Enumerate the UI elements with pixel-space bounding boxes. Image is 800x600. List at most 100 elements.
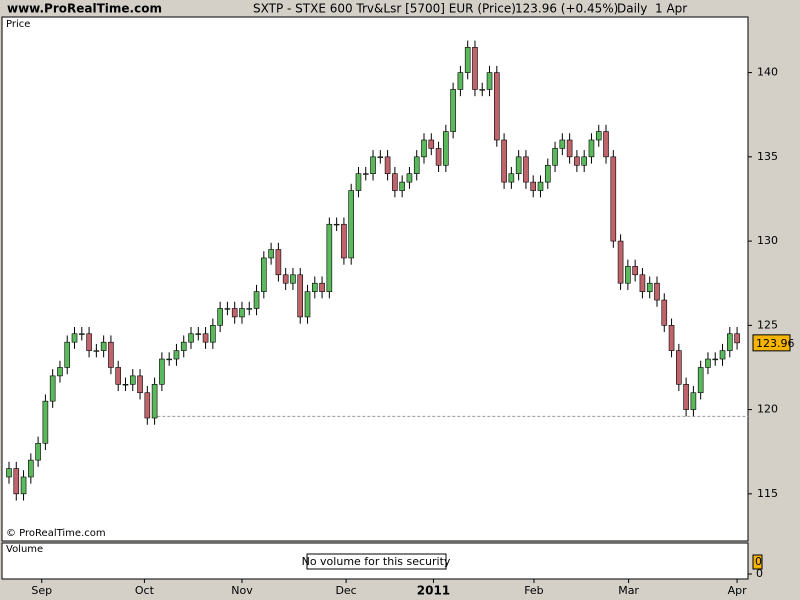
volume-label: Volume bbox=[6, 544, 43, 555]
candle-body bbox=[508, 173, 515, 183]
x-tick-label: Feb bbox=[524, 584, 543, 597]
candle-body bbox=[304, 291, 311, 318]
candle-body bbox=[355, 173, 362, 191]
candle-body bbox=[712, 358, 719, 361]
candle-body bbox=[275, 249, 282, 276]
candle-body bbox=[559, 139, 566, 149]
candle-body bbox=[472, 47, 478, 90]
candle-body bbox=[486, 72, 493, 90]
candle-body bbox=[428, 139, 435, 149]
candle-body bbox=[603, 131, 609, 158]
candle-body bbox=[64, 341, 71, 368]
source: www.ProRealTime.com bbox=[7, 2, 162, 16]
candle-body bbox=[13, 468, 20, 495]
candle-body bbox=[370, 156, 376, 174]
candle-body bbox=[78, 333, 85, 335]
candle-body bbox=[494, 72, 500, 141]
period: Daily 1 Apr bbox=[617, 2, 687, 16]
candle-body bbox=[523, 156, 529, 183]
x-tick-label: Dec bbox=[335, 584, 356, 597]
candle-body bbox=[137, 375, 143, 394]
candle-body bbox=[632, 266, 638, 276]
message-box bbox=[306, 553, 447, 570]
volume-message: No volume for this security bbox=[302, 555, 451, 568]
candle-body bbox=[290, 274, 296, 284]
y-tick-label: 140 bbox=[757, 66, 778, 79]
candle-body bbox=[6, 468, 12, 478]
candle-body bbox=[261, 257, 267, 292]
candle-body bbox=[406, 173, 413, 183]
candle-body bbox=[100, 341, 107, 351]
y-tick-label: 135 bbox=[757, 150, 778, 163]
candle-body bbox=[93, 350, 100, 352]
candle-body bbox=[108, 341, 114, 368]
candle-body bbox=[537, 181, 544, 191]
candle-body bbox=[479, 89, 486, 91]
candle-body bbox=[348, 190, 354, 259]
candle-body bbox=[588, 139, 595, 158]
candle-body bbox=[42, 400, 49, 444]
candle-body bbox=[595, 131, 602, 141]
candle-body bbox=[319, 282, 325, 292]
candle-body bbox=[501, 139, 507, 183]
last-value-label: 123.96 bbox=[756, 337, 795, 350]
candle-body bbox=[646, 282, 653, 292]
candle-body bbox=[246, 308, 253, 310]
candle-body bbox=[195, 333, 202, 335]
candle-body bbox=[399, 181, 405, 191]
candle-body bbox=[28, 459, 34, 478]
candle-body bbox=[333, 223, 340, 226]
chart-title: SXTP - STXE 600 Trv&Lsr [5700] EUR (Pric… bbox=[253, 2, 516, 16]
candle-body bbox=[159, 358, 165, 385]
candle-body bbox=[282, 274, 289, 284]
volume-tick-label: 0 bbox=[756, 567, 763, 580]
candle-body bbox=[166, 358, 172, 361]
candle-body bbox=[311, 282, 318, 292]
x-tick-label: 2011 bbox=[417, 584, 450, 598]
candle-body bbox=[726, 333, 733, 351]
candle-body bbox=[71, 333, 78, 343]
y-tick-label: 120 bbox=[757, 403, 778, 416]
candle-body bbox=[581, 156, 587, 166]
candle-body bbox=[49, 375, 56, 402]
candle-body bbox=[719, 350, 726, 360]
candle-body bbox=[115, 367, 122, 385]
panel-label: Price bbox=[6, 19, 30, 30]
candle-body bbox=[202, 333, 209, 343]
candle-body bbox=[552, 148, 558, 166]
candle-body bbox=[173, 350, 180, 360]
candle-body bbox=[20, 476, 27, 495]
candle-body bbox=[188, 333, 194, 343]
candle-body bbox=[625, 266, 631, 284]
last-value-box bbox=[752, 334, 791, 352]
candle-body bbox=[297, 274, 304, 318]
last-change: 123.96 (+0.45%) bbox=[515, 2, 618, 16]
y-tick-label: 125 bbox=[757, 318, 778, 331]
candle-body bbox=[464, 47, 471, 73]
candle-body bbox=[683, 384, 689, 410]
candle-body bbox=[610, 156, 617, 242]
candle-body bbox=[180, 341, 187, 351]
candle-body bbox=[457, 72, 464, 90]
candle-body bbox=[239, 308, 245, 318]
copyright: © ProRealTime.com bbox=[6, 528, 106, 539]
volume-last-label: 0 bbox=[755, 555, 762, 568]
candle-body bbox=[384, 156, 391, 174]
candle-body bbox=[341, 223, 347, 259]
candle-body bbox=[661, 299, 668, 326]
candle-body bbox=[362, 173, 369, 175]
candle-body bbox=[224, 308, 231, 310]
candle-body bbox=[734, 333, 740, 344]
candle-body bbox=[435, 148, 442, 166]
candle-body bbox=[617, 240, 624, 284]
x-tick-label: Oct bbox=[135, 584, 155, 597]
candle-body bbox=[86, 333, 92, 351]
candle-body bbox=[443, 131, 449, 166]
candle-body bbox=[544, 164, 551, 183]
candle-body bbox=[377, 156, 384, 158]
candle-body bbox=[690, 392, 697, 410]
x-tick-label: Sep bbox=[31, 584, 52, 597]
candle-body bbox=[231, 308, 238, 318]
